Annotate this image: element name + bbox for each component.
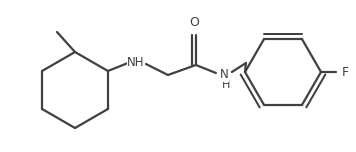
Text: NH: NH [127,57,145,69]
Text: F: F [341,66,349,78]
Text: N: N [220,69,228,81]
Text: O: O [189,17,199,29]
Text: H: H [222,80,230,90]
